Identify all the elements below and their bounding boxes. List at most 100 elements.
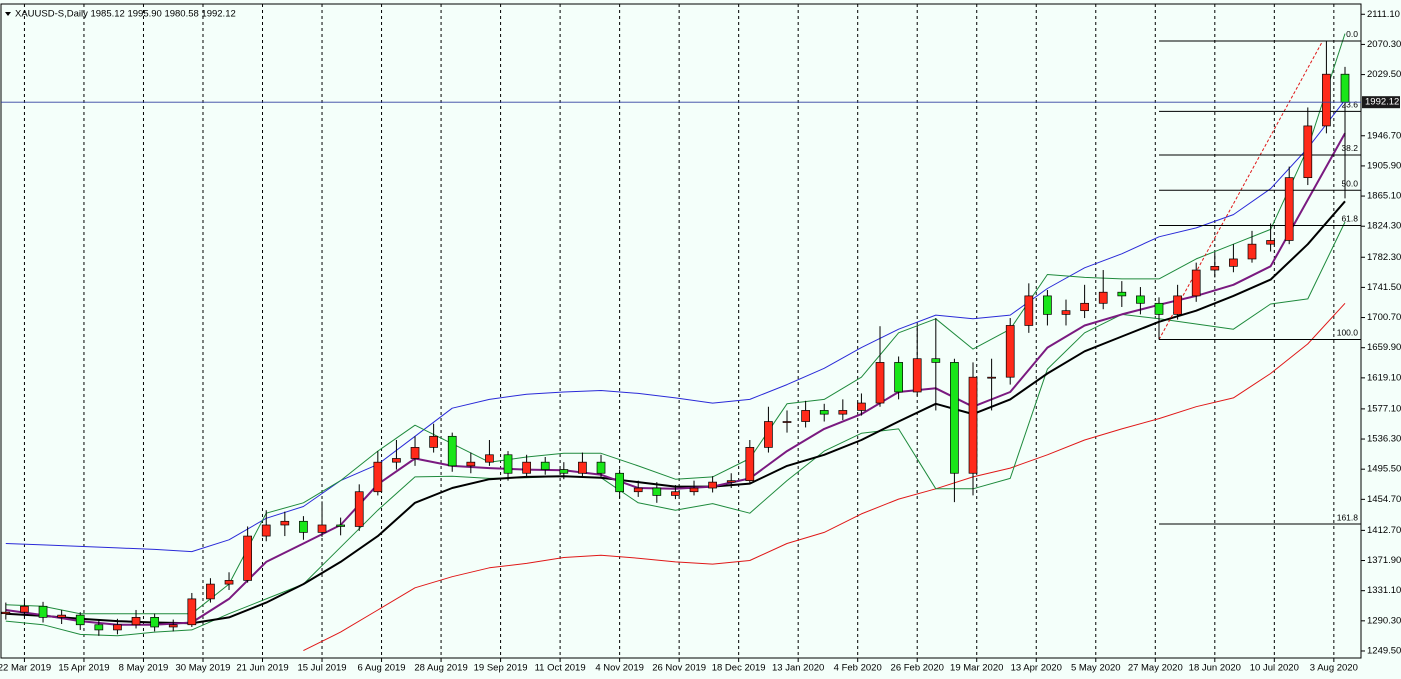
- candle-body: [615, 472, 624, 493]
- indicator-line: [5, 99, 1346, 553]
- candle-body: [559, 469, 569, 474]
- candle-body: [1136, 295, 1145, 304]
- candle-body: [466, 461, 476, 467]
- candle-body: [392, 458, 401, 463]
- candle-body: [1024, 295, 1034, 326]
- header-arrow: [5, 12, 11, 16]
- candle-body: [113, 624, 122, 631]
- candle-body: [875, 362, 885, 404]
- y-tick-label: 1536.30: [1367, 434, 1401, 445]
- axes: 22 Mar 2019 15 Apr 2019 8 May 2019 30 May 2…: [0, 9, 1401, 674]
- candle-body: [1229, 258, 1238, 267]
- indicator-line: [303, 302, 1346, 652]
- y-tick-label: 2029.50: [1367, 69, 1401, 80]
- candle-body: [187, 598, 197, 626]
- x-tick-label: 26 Feb 2020: [891, 663, 944, 674]
- candle-body: [968, 376, 978, 474]
- candle-body: [38, 605, 48, 618]
- candle-body: [764, 421, 773, 448]
- y-tick-label: 1577.10: [1367, 403, 1401, 414]
- fib-label: 161.8: [1337, 512, 1359, 522]
- candle-body: [485, 454, 494, 463]
- candle-body: [243, 535, 252, 581]
- x-tick-label: 6 Aug 2019: [358, 663, 406, 674]
- y-tick-label: 1824.30: [1367, 221, 1401, 232]
- y-tick-label: 1249.50: [1367, 645, 1401, 656]
- x-tick-label: 10 Jul 2020: [1250, 663, 1299, 674]
- y-tick-label: 1290.30: [1367, 615, 1401, 626]
- candle-body: [336, 524, 345, 527]
- candle-body: [1284, 177, 1294, 241]
- x-tick-label: 13 Jan 2020: [772, 663, 824, 674]
- candle-body: [689, 487, 699, 493]
- x-tick-label: 27 May 2020: [1128, 663, 1183, 674]
- candle-body: [1080, 302, 1089, 312]
- candle-body: [801, 410, 810, 422]
- candle-body: [131, 617, 141, 626]
- x-tick-label: 30 May 2019: [176, 663, 231, 674]
- candle-body: [987, 376, 996, 379]
- y-tick-label: 1905.90: [1367, 160, 1401, 171]
- candle-body: [1098, 291, 1108, 304]
- x-tick-label: 15 Apr 2019: [58, 663, 109, 674]
- candle-body: [1191, 269, 1201, 297]
- candle-body: [1117, 291, 1127, 297]
- y-tick-label: 2070.30: [1367, 39, 1401, 50]
- y-tick-label: 1741.50: [1367, 282, 1401, 293]
- candle-body: [57, 614, 66, 618]
- candle-body: [1043, 295, 1052, 315]
- candle-body: [819, 410, 829, 415]
- candle-body: [354, 491, 364, 527]
- plot-area: 0.0 23.6 38.2 50.0 61.8 100.0 161.8: [1, 4, 1361, 658]
- candle-body: [931, 358, 941, 363]
- candle-body: [20, 605, 29, 613]
- candle-body: [708, 481, 717, 489]
- y-tick-label: 1412.70: [1367, 525, 1401, 536]
- fib-label: 23.6: [1341, 100, 1358, 110]
- candle-body: [429, 435, 438, 448]
- candle-body: [540, 461, 550, 470]
- candle-body: [94, 624, 104, 631]
- x-tick-label: 4 Nov 2019: [595, 663, 644, 674]
- x-tick-label: 18 Jun 2020: [1189, 663, 1241, 674]
- candle-body: [299, 520, 308, 533]
- x-tick-label: 19 Mar 2020: [950, 663, 1003, 674]
- candle-body: [838, 410, 848, 415]
- candle-body: [950, 362, 959, 474]
- y-tick-label: 1454.70: [1367, 494, 1401, 505]
- x-tick-label: 21 Jun 2019: [236, 663, 288, 674]
- candle-body: [1, 611, 11, 615]
- x-tick-label: 11 Oct 2019: [535, 663, 586, 674]
- y-tick-label: 1782.30: [1367, 252, 1401, 263]
- x-tick-label: 22 Mar 2019: [0, 663, 51, 674]
- candle-body: [1266, 240, 1275, 245]
- candle-body: [578, 461, 587, 474]
- candle-body: [280, 520, 290, 526]
- candle-body: [410, 447, 420, 459]
- x-tick-label: 8 May 2019: [119, 663, 169, 674]
- candle-body: [1247, 243, 1257, 260]
- chart-header: XAUUSD-S,Daily 1985.12 1995.90 1980.58 1…: [15, 9, 236, 20]
- x-tick-label: 28 Aug 2019: [414, 663, 467, 674]
- y-tick-label: 1700.70: [1367, 312, 1401, 323]
- candle-body: [726, 480, 736, 483]
- candle-body: [1340, 73, 1350, 103]
- candle-body: [168, 624, 178, 628]
- candle-body: [1303, 125, 1313, 179]
- y-tick-label: 1371.90: [1367, 555, 1401, 566]
- candle-body: [1173, 295, 1182, 315]
- candle-body: [150, 617, 159, 628]
- fib-label: 38.2: [1341, 143, 1358, 153]
- candle-body: [652, 487, 662, 496]
- candle-body: [1154, 302, 1164, 315]
- y-tick-label: 1865.10: [1367, 191, 1401, 202]
- y-tick-label: 1946.70: [1367, 130, 1401, 141]
- candle-body: [1005, 325, 1015, 378]
- x-tick-label: 5 May 2020: [1071, 663, 1121, 674]
- y-tick-label: 1495.50: [1367, 464, 1401, 475]
- candle-body: [857, 402, 866, 411]
- candle-body: [503, 454, 513, 474]
- candle-body: [224, 580, 234, 585]
